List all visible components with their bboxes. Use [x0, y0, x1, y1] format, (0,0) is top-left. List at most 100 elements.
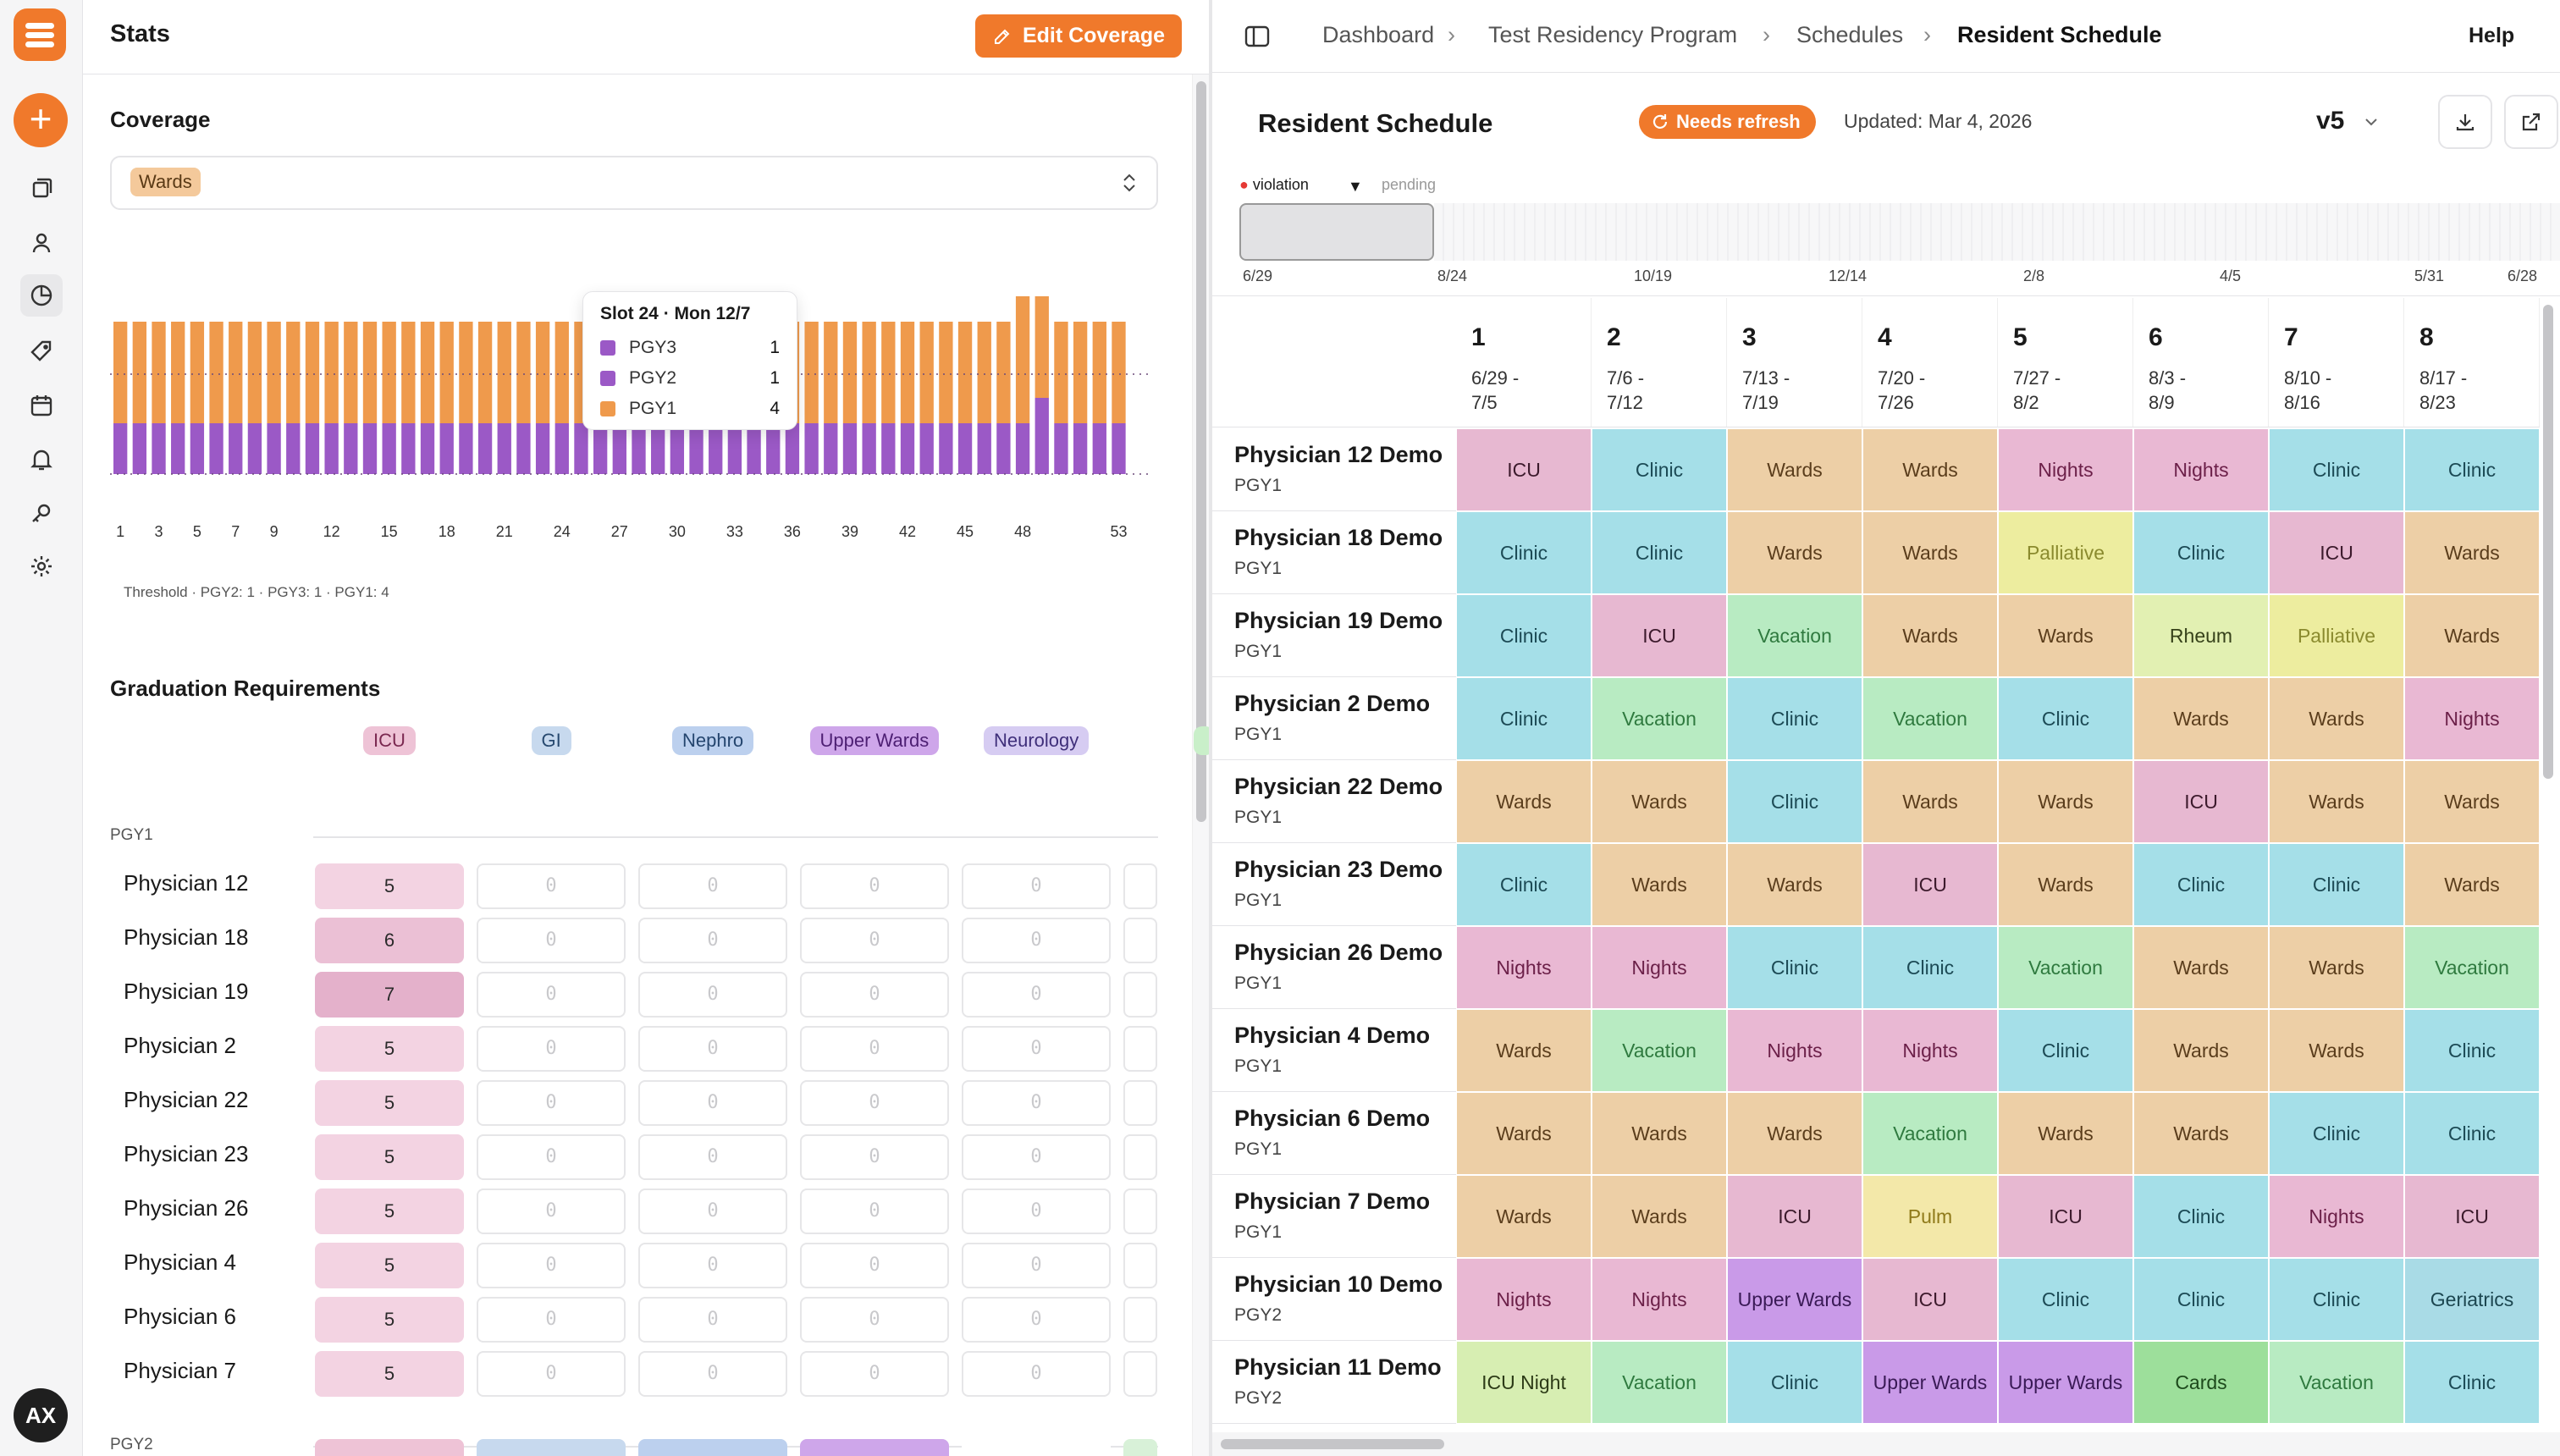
assignment-cell[interactable]: Wards [2270, 1010, 2403, 1091]
requirement-cell[interactable]: 0 [800, 918, 949, 963]
assignment-cell[interactable]: Clinic [1999, 1259, 2132, 1340]
requirement-cell[interactable]: 0 [477, 1297, 626, 1343]
coverage-bar-pgy2[interactable] [919, 423, 934, 449]
coverage-bar-pgy1[interactable] [516, 322, 531, 423]
coverage-bar-pgy3[interactable] [497, 449, 511, 474]
requirement-cell[interactable]: 0 [962, 1189, 1111, 1234]
timeline-track[interactable] [1434, 203, 2560, 261]
assignment-cell[interactable]: Nights [1457, 927, 1591, 1008]
assignment-cell[interactable]: Clinic [1457, 595, 1591, 676]
requirement-cell[interactable]: 0 [638, 1080, 787, 1126]
coverage-bar-pgy3[interactable] [1034, 449, 1049, 474]
coverage-bar-pgy1[interactable] [1112, 322, 1126, 423]
assignment-cell[interactable]: Nights [1592, 927, 1726, 1008]
assignment-cell[interactable]: Nights [1592, 1259, 1726, 1340]
assignment-cell[interactable]: Wards [2134, 927, 2268, 1008]
graduation-column-chip[interactable]: ICU [363, 726, 416, 755]
graduation-column-chip[interactable]: GI [531, 726, 571, 755]
assignment-cell[interactable]: Clinic [1457, 678, 1591, 759]
assignment-cell[interactable]: Wards [1592, 1176, 1726, 1257]
assignment-cell[interactable]: Vacation [2405, 927, 2539, 1008]
breadcrumb-program[interactable]: Test Residency Program [1488, 22, 1738, 47]
requirement-cell[interactable]: 0 [962, 1351, 1111, 1397]
assignment-cell[interactable]: Wards [1457, 1176, 1591, 1257]
stats-scroll-thumb[interactable] [1196, 81, 1206, 822]
assignment-cell[interactable]: Clinic [1592, 429, 1726, 510]
coverage-bar-pgy3[interactable] [439, 449, 454, 474]
coverage-bar-pgy3[interactable] [919, 449, 934, 474]
assignment-cell[interactable]: Wards [1728, 844, 1862, 925]
breadcrumb-dashboard[interactable]: Dashboard [1322, 22, 1435, 47]
coverage-bar-pgy1[interactable] [171, 322, 185, 423]
assignment-cell[interactable]: Clinic [2270, 1259, 2403, 1340]
requirement-cell[interactable]: 0 [638, 1351, 787, 1397]
resident-row-header[interactable]: Physician 4 Demo PGY1 [1212, 1009, 1456, 1092]
resident-row-header[interactable]: Physician 23 Demo PGY1 [1212, 843, 1456, 926]
assignment-cell[interactable]: Vacation [1592, 1342, 1726, 1423]
calendar-nav-icon[interactable] [20, 384, 63, 427]
assignment-cell[interactable]: Vacation [1999, 927, 2132, 1008]
settings-gear-icon[interactable] [20, 545, 63, 587]
assignment-cell[interactable]: Wards [1863, 761, 1997, 842]
requirement-cell[interactable]: 0 [800, 1243, 949, 1288]
assignment-cell[interactable]: Wards [2134, 1093, 2268, 1174]
coverage-bar-pgy1[interactable] [881, 322, 896, 423]
coverage-bar-pgy1[interactable] [362, 322, 378, 423]
coverage-bar-pgy3[interactable] [132, 449, 147, 474]
requirement-cell[interactable]: 5 [315, 863, 464, 909]
coverage-bar-pgy1[interactable] [996, 322, 1011, 423]
coverage-bar-pgy3[interactable] [862, 449, 876, 474]
assignment-cell[interactable]: Clinic [2405, 429, 2539, 510]
coverage-bar-pgy1[interactable] [286, 322, 301, 423]
requirement-cell[interactable]: 0 [638, 1026, 787, 1072]
requirement-cell[interactable]: 0 [477, 1189, 626, 1234]
assignment-cell[interactable]: Vacation [1863, 678, 1997, 759]
graduation-column-chip[interactable]: Neurology [984, 726, 1090, 755]
coverage-bar-pgy2[interactable] [1015, 423, 1030, 449]
timeline-window-handle[interactable] [1239, 203, 1434, 261]
coverage-bar-pgy2[interactable] [1092, 423, 1106, 449]
grid-vertical-scrollbar[interactable] [2540, 305, 2557, 779]
coverage-bar-pgy2[interactable] [305, 423, 320, 449]
assignment-cell[interactable]: ICU [2405, 1176, 2539, 1257]
coverage-bar-pgy3[interactable] [554, 449, 569, 474]
assignment-cell[interactable]: Cards [2134, 1342, 2268, 1423]
assignment-cell[interactable]: ICU [2270, 512, 2403, 593]
assignment-cell[interactable]: Wards [1999, 1093, 2132, 1174]
coverage-select[interactable]: Wards [110, 156, 1158, 210]
requirement-cell[interactable]: 0 [638, 972, 787, 1018]
assignment-cell[interactable]: Clinic [2134, 1176, 2268, 1257]
requirement-cell[interactable]: 5 [315, 1026, 464, 1072]
assignment-cell[interactable]: ICU [1863, 844, 1997, 925]
coverage-bar-pgy2[interactable] [247, 423, 262, 449]
coverage-bar-pgy3[interactable] [477, 449, 493, 474]
assignment-cell[interactable]: ICU [1728, 1176, 1862, 1257]
coverage-bar-pgy1[interactable] [804, 322, 819, 423]
coverage-bar-pgy1[interactable] [554, 322, 569, 423]
graduation-column-chip[interactable]: Nephro [672, 726, 754, 755]
assignment-cell[interactable]: Wards [1999, 595, 2132, 676]
assignment-cell[interactable]: Clinic [1863, 927, 1997, 1008]
coverage-bar-pgy3[interactable] [324, 449, 339, 474]
coverage-bar-pgy3[interactable] [996, 449, 1011, 474]
coverage-bar-pgy2[interactable] [362, 423, 378, 449]
user-avatar[interactable]: AX [14, 1388, 68, 1442]
assignment-cell[interactable]: Nights [2270, 1176, 2403, 1257]
assignment-cell[interactable]: Wards [2405, 844, 2539, 925]
coverage-bar-pgy3[interactable] [401, 449, 416, 474]
week-column-header[interactable]: 5 7/27 - 8/2 [1998, 298, 2133, 427]
requirement-cell[interactable]: 0 [800, 1026, 949, 1072]
assignment-cell[interactable]: Clinic [2405, 1342, 2539, 1423]
create-new-button[interactable]: + [14, 93, 68, 147]
coverage-bar-pgy3[interactable] [344, 449, 358, 474]
coverage-bar-pgy1[interactable] [862, 322, 876, 423]
assignment-cell[interactable]: Nights [2405, 678, 2539, 759]
assignment-cell[interactable]: Vacation [1592, 678, 1726, 759]
coverage-bar-pgy1[interactable] [957, 322, 973, 423]
coverage-bar-pgy3[interactable] [267, 449, 281, 474]
assignment-cell[interactable]: Clinic [2405, 1093, 2539, 1174]
coverage-bar-pgy3[interactable] [651, 449, 665, 474]
coverage-bar-pgy2[interactable] [439, 423, 454, 449]
coverage-bar-pgy2[interactable] [344, 423, 358, 449]
coverage-bar-pgy3[interactable] [689, 449, 703, 474]
